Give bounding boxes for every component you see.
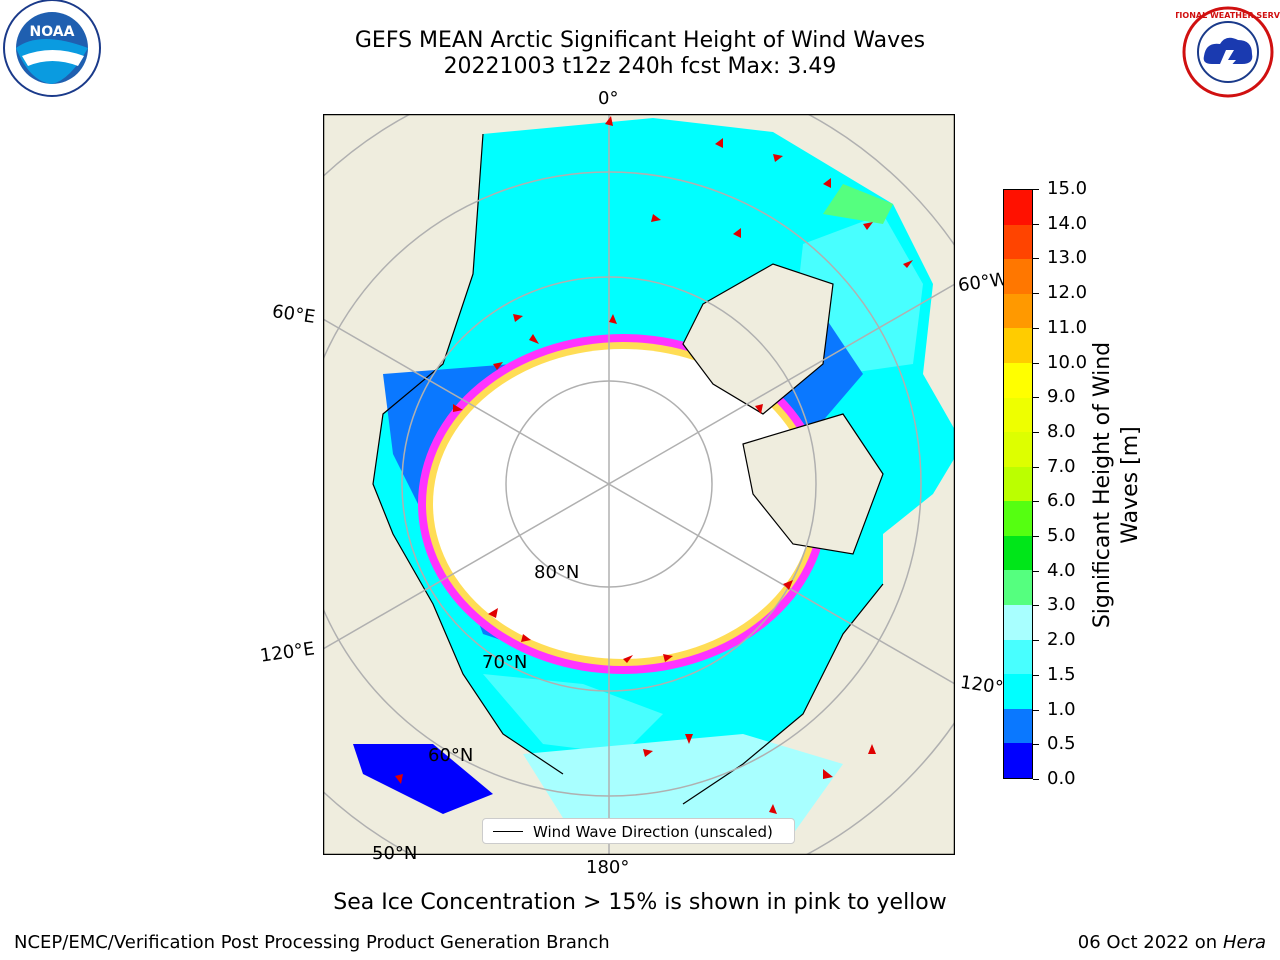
colorbar-tick-label: 4.0 <box>1047 559 1076 581</box>
colorbar-tick-label: 10.0 <box>1047 351 1088 373</box>
colorbar-tick-label: 3.0 <box>1047 594 1076 616</box>
map-legend: Wind Wave Direction (unscaled) <box>482 818 795 844</box>
colorbar-tick-label: 0.5 <box>1047 733 1076 755</box>
colorbar-tick-mark <box>1033 570 1039 572</box>
lon-label-0: 0° <box>598 88 619 109</box>
colorbar-tick-mark <box>1033 362 1039 364</box>
lon-label-60w: 60°W <box>956 268 1009 297</box>
colorbar-bin <box>1004 224 1032 260</box>
lat-label-50n: 50°N <box>372 843 418 864</box>
colorbar-tick-mark <box>1033 744 1039 746</box>
colorbar-tick-mark <box>1033 536 1039 538</box>
colorbar-tick-label: 2.0 <box>1047 629 1076 651</box>
colorbar-tick-label: 7.0 <box>1047 455 1076 477</box>
graticule <box>323 114 955 855</box>
lon-label-120e: 120°E <box>258 638 316 667</box>
footer-left: NCEP/EMC/Verification Post Processing Pr… <box>14 932 610 953</box>
chart-subtitle: 20221003 t12z 240h fcst Max: 3.49 <box>443 54 837 79</box>
chart-title: GEFS MEAN Arctic Significant Height of W… <box>354 28 926 53</box>
colorbar-bin <box>1004 362 1032 399</box>
colorbar-tick-label: 1.5 <box>1047 663 1076 685</box>
colorbar-tick-mark <box>1033 327 1039 329</box>
colorbar-tick-label: 6.0 <box>1047 490 1076 512</box>
noaa-logo: NOAA <box>3 0 101 97</box>
noaa-logo-text: NOAA <box>30 24 75 40</box>
colorbar-ticks: 15.0 14.0 13.0 12.0 11.0 10.0 9.0 8.0 7.0 6.0 5.0 4… <box>1033 178 1093 789</box>
colorbar-tick-mark <box>1033 605 1039 607</box>
colorbar-bin <box>1004 501 1032 537</box>
colorbar-bin <box>1004 328 1032 364</box>
sea-ice-caption: Sea Ice Concentration > 15% is shown in … <box>333 890 947 915</box>
colorbar-tick-mark <box>1033 258 1039 260</box>
legend-line-swatch <box>493 831 523 832</box>
nws-ring-text: NATIONAL WEATHER SERVICE <box>1176 11 1280 20</box>
colorbar-tick-mark <box>1033 431 1039 433</box>
arctic-map <box>323 114 955 855</box>
colorbar-bin <box>1004 466 1032 502</box>
colorbar-tick-label: 11.0 <box>1047 316 1088 338</box>
colorbar-tick-label: 14.0 <box>1047 212 1088 234</box>
footer-host: Hera <box>1222 932 1266 953</box>
colorbar-tick-mark <box>1033 223 1039 225</box>
lon-label-60e: 60°E <box>270 301 317 328</box>
colorbar-bin <box>1004 535 1032 571</box>
colorbar-tick-label: 13.0 <box>1047 247 1088 269</box>
colorbar-bin <box>1004 674 1032 710</box>
sea-ice-core <box>433 349 813 659</box>
colorbar-tick-label: 15.0 <box>1047 178 1088 199</box>
colorbar-tick-label: 1.0 <box>1047 698 1076 720</box>
legend-label: Wind Wave Direction (unscaled) <box>533 823 773 841</box>
bering-region <box>523 734 843 834</box>
colorbar <box>1003 189 1033 779</box>
colorbar-tick-label: 5.0 <box>1047 525 1076 547</box>
colorbar-tick-mark <box>1033 397 1039 399</box>
colorbar-bin <box>1004 397 1032 433</box>
colorbar-tick-label: 8.0 <box>1047 420 1076 442</box>
colorbar-tick-mark <box>1033 189 1039 190</box>
footer-right: 06 Oct 2022 on Hera <box>1078 932 1266 953</box>
colorbar-tick-mark <box>1033 640 1039 642</box>
colorbar-bin <box>1004 259 1032 295</box>
lat-label-60n: 60°N <box>428 745 474 766</box>
colorbar-label: Significant Height of Wind Waves [m] <box>1090 341 1143 629</box>
colorbar-tick-label: 0.0 <box>1047 768 1076 789</box>
lat-label-80n: 80°N <box>534 562 580 583</box>
colorbar-tick-mark <box>1033 293 1039 295</box>
colorbar-tick-mark <box>1033 779 1039 780</box>
colorbar-bin <box>1004 605 1032 641</box>
colorbar-tick-label: 9.0 <box>1047 386 1076 408</box>
colorbar-tick-mark <box>1033 466 1039 468</box>
colorbar-bin <box>1004 743 1032 779</box>
colorbar-tick-label: 12.0 <box>1047 282 1088 304</box>
colorbar-tick-mark <box>1033 501 1039 503</box>
colorbar-bin <box>1004 432 1032 468</box>
wind-wave-arrows <box>395 116 913 814</box>
colorbar-bin <box>1004 190 1032 226</box>
okhotsk-region <box>353 744 493 814</box>
lon-label-180: 180° <box>586 857 630 878</box>
colorbar-tick-mark <box>1033 674 1039 676</box>
canadian-archipelago <box>742 413 884 555</box>
colorbar-bin <box>1004 639 1032 675</box>
colorbar-bin <box>1004 570 1032 606</box>
nws-logo: NATIONAL WEATHER SERVICE <box>1176 6 1280 98</box>
colorbar-bin <box>1004 708 1032 744</box>
map-frame <box>323 114 955 855</box>
colorbar-bin <box>1004 293 1032 329</box>
lat-label-70n: 70°N <box>482 652 528 673</box>
footer-date: 06 Oct 2022 on <box>1077 932 1218 953</box>
colorbar-tick-mark <box>1033 709 1039 711</box>
